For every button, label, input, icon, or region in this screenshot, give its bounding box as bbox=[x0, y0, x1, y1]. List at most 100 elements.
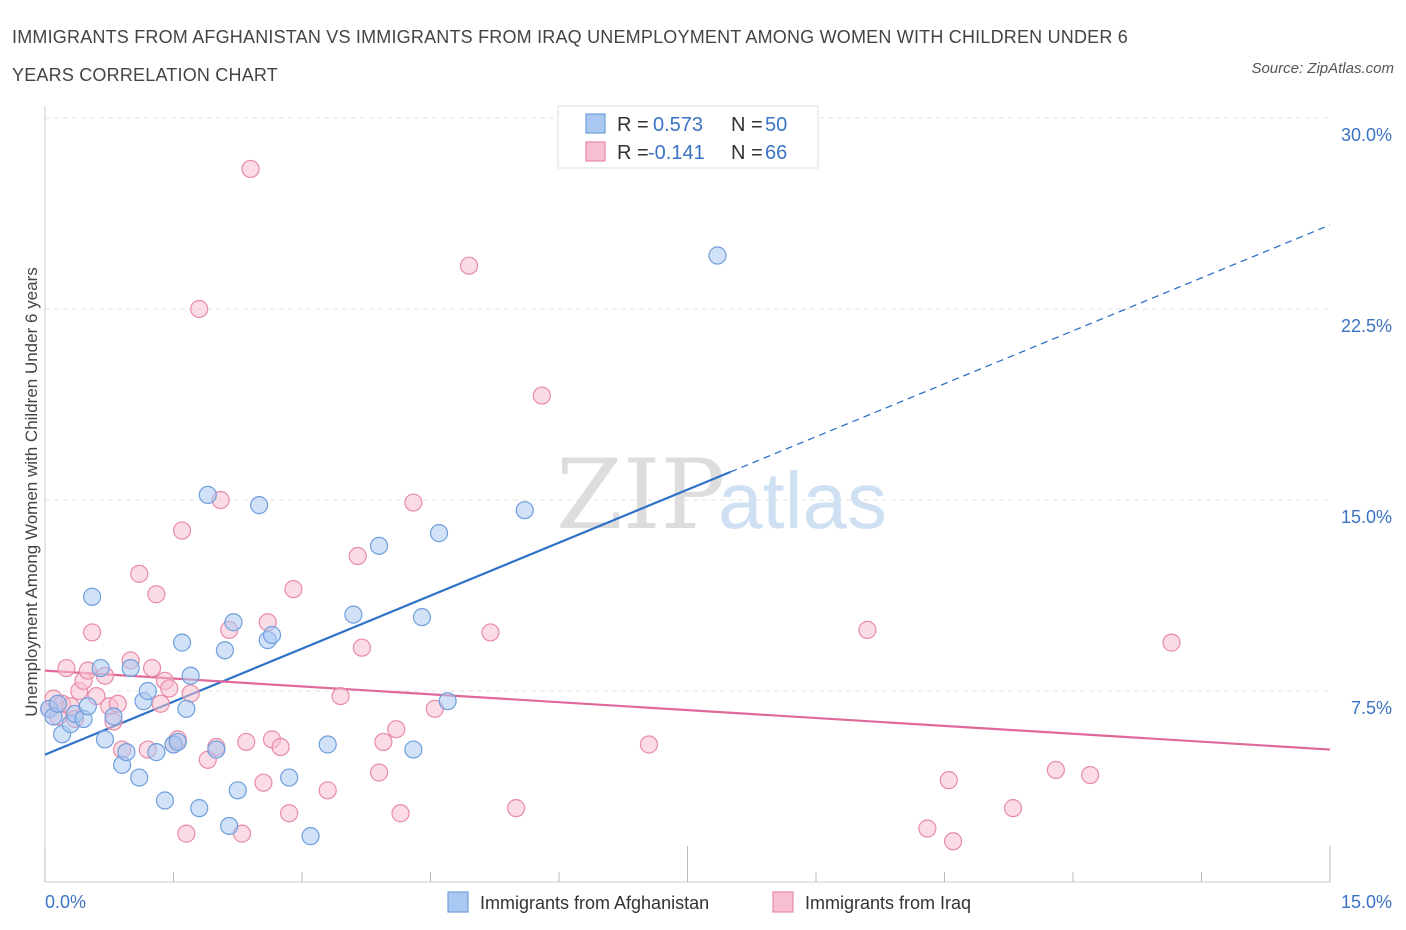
source-label: Source: ZipAtlas.com bbox=[1251, 60, 1394, 77]
point-series0-18 bbox=[147, 743, 166, 762]
point-series1-24 bbox=[160, 679, 179, 698]
point-series0-25 bbox=[190, 799, 209, 818]
point-series0-13 bbox=[117, 743, 136, 762]
point-series1-52 bbox=[404, 493, 423, 512]
point-series1-56 bbox=[507, 799, 526, 818]
point-series0-9 bbox=[91, 658, 110, 678]
watermark-atlas: atlas bbox=[718, 456, 887, 545]
data-points bbox=[40, 159, 1181, 851]
point-series0-41 bbox=[412, 608, 432, 627]
point-series0-27 bbox=[207, 740, 226, 759]
watermark: ZIP atlas bbox=[556, 439, 887, 551]
y-tick-label-3: 30.0% bbox=[1341, 125, 1392, 145]
series-legend: Immigrants from Afghanistan Immigrants f… bbox=[447, 891, 971, 913]
point-series1-60 bbox=[918, 819, 937, 838]
series-legend-swatch-iraq bbox=[772, 891, 794, 913]
series-legend-label-iraq: Immigrants from Iraq bbox=[805, 893, 971, 913]
point-series0-2 bbox=[48, 694, 67, 713]
point-series0-14 bbox=[121, 658, 140, 678]
point-series1-55 bbox=[481, 623, 500, 642]
point-series0-32 bbox=[250, 495, 269, 515]
point-series1-18 bbox=[130, 564, 149, 583]
point-series1-62 bbox=[943, 832, 963, 851]
stats-legend: R = 0.573 N = 50 R = -0.141 N = 66 bbox=[557, 105, 819, 169]
point-series0-35 bbox=[280, 768, 299, 787]
legend-r-value-1: 0.573 bbox=[653, 114, 703, 136]
point-series1-58 bbox=[639, 735, 659, 754]
point-series0-8 bbox=[83, 587, 102, 606]
point-series1-36 bbox=[237, 732, 256, 752]
point-series1-42 bbox=[280, 804, 299, 823]
legend-n-value-1: 50 bbox=[765, 114, 787, 136]
point-series1-41 bbox=[271, 737, 290, 757]
point-series1-51 bbox=[391, 804, 410, 823]
point-series1-44 bbox=[318, 781, 337, 800]
trend-line-series1 bbox=[44, 669, 1331, 751]
series-legend-swatch-afghanistan bbox=[447, 891, 469, 913]
point-series0-39 bbox=[370, 536, 389, 555]
point-series0-42 bbox=[429, 524, 449, 543]
trend-lines bbox=[44, 224, 1331, 756]
x-tick-label-1: 15.0% bbox=[1341, 892, 1392, 912]
point-series1-57 bbox=[532, 386, 551, 405]
point-series1-49 bbox=[374, 732, 393, 752]
point-series0-10 bbox=[95, 730, 115, 749]
grid-lines bbox=[45, 117, 1330, 692]
point-series0-45 bbox=[708, 246, 727, 265]
point-series0-26 bbox=[198, 485, 217, 505]
point-series0-38 bbox=[344, 605, 363, 624]
point-series0-30 bbox=[224, 613, 243, 632]
point-series0-37 bbox=[318, 735, 337, 754]
point-series1-21 bbox=[147, 585, 166, 604]
point-series0-7 bbox=[78, 697, 97, 716]
point-series1-48 bbox=[370, 763, 389, 782]
point-series0-40 bbox=[404, 740, 423, 759]
y-axis-label: Unemployment Among Women with Children U… bbox=[22, 267, 41, 716]
point-series0-24 bbox=[181, 666, 200, 685]
point-series0-44 bbox=[515, 501, 534, 520]
point-series1-47 bbox=[352, 638, 372, 657]
axes bbox=[44, 106, 1331, 883]
point-series1-20 bbox=[142, 658, 162, 678]
point-series0-28 bbox=[215, 641, 234, 660]
point-series1-10 bbox=[83, 623, 102, 642]
point-series0-23 bbox=[177, 699, 196, 718]
point-series0-19 bbox=[155, 791, 175, 810]
legend-r-label-1: R = bbox=[617, 114, 649, 136]
point-series0-29 bbox=[220, 816, 239, 836]
point-series1-64 bbox=[1046, 760, 1065, 780]
point-series1-46 bbox=[348, 546, 367, 566]
point-series1-63 bbox=[1003, 799, 1023, 818]
y-tick-label-1: 15.0% bbox=[1341, 507, 1392, 527]
point-series0-17 bbox=[138, 681, 157, 701]
point-series1-29 bbox=[181, 684, 200, 703]
legend-n-label-2: N = bbox=[731, 142, 763, 164]
point-series0-11 bbox=[104, 707, 123, 726]
point-series1-37 bbox=[241, 159, 260, 179]
point-series0-43 bbox=[438, 692, 457, 711]
point-series1-59 bbox=[858, 620, 877, 639]
point-series1-61 bbox=[939, 771, 958, 790]
point-series1-30 bbox=[190, 299, 209, 319]
legend-n-label-1: N = bbox=[731, 114, 763, 136]
point-series1-4 bbox=[57, 658, 76, 678]
point-series0-31 bbox=[228, 781, 247, 800]
x-tick-label-0: 0.0% bbox=[45, 892, 86, 912]
point-series0-34 bbox=[262, 625, 282, 645]
trend-line-series0 bbox=[44, 470, 731, 756]
point-series1-43 bbox=[284, 580, 303, 599]
legend-n-value-2: 66 bbox=[765, 142, 787, 164]
series-legend-label-afghanistan: Immigrants from Afghanistan bbox=[480, 893, 709, 913]
point-series1-45 bbox=[331, 686, 350, 706]
point-series1-27 bbox=[172, 521, 192, 540]
point-series0-36 bbox=[301, 827, 320, 846]
point-series1-65 bbox=[1081, 765, 1100, 785]
point-series0-21 bbox=[168, 732, 187, 752]
point-series1-66 bbox=[1162, 633, 1181, 652]
y-tick-label-0: 7.5% bbox=[1351, 698, 1392, 718]
y-tick-label-2: 22.5% bbox=[1341, 316, 1392, 336]
tick-labels: 7.5% 15.0% 22.5% 30.0% 0.0% 15.0% bbox=[45, 125, 1392, 912]
point-series1-38 bbox=[254, 773, 273, 792]
legend-swatch-afghanistan bbox=[585, 113, 606, 134]
